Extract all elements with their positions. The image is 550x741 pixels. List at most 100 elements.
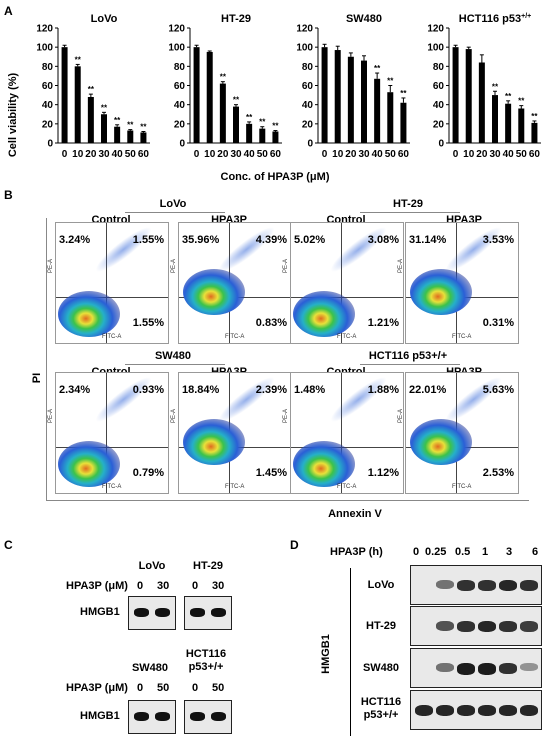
flow-plot: PE-A FITC-A 3.24% 1.55% 1.55%: [48, 221, 169, 344]
flow-group-title: SW480: [154, 350, 192, 362]
flow-plot: PE-A FITC-A 1.48% 1.88% 1.12%: [283, 371, 404, 494]
flow-plot: PE-A FITC-A 22.01% 5.63% 2.53%: [398, 371, 519, 494]
x-tick-label: 50: [125, 149, 137, 160]
c-bot-cell-1: SW480: [131, 662, 169, 674]
quadrant-ur-percent: 5.63%: [482, 384, 514, 396]
x-tick-label: 30: [358, 149, 370, 160]
event-density-cloud: [58, 441, 120, 487]
quadrant-lr-percent: 0.83%: [255, 317, 287, 329]
d-time-2: 0.25: [425, 546, 447, 558]
bar: [492, 95, 498, 143]
chart-title: SW480: [346, 13, 382, 25]
bar: [465, 49, 472, 144]
x-tick-label: 20: [476, 149, 488, 160]
y-tick-label: 40: [302, 100, 314, 111]
c-bot-blot-sw480: [128, 700, 176, 734]
quadrant-lr-percent: 2.53%: [482, 467, 514, 479]
significance-mark: **: [374, 64, 381, 73]
y-tick-label: 40: [42, 100, 54, 111]
x-tick-label: 20: [217, 149, 229, 160]
flow-group-title: HCT116 p53+/+: [368, 350, 448, 362]
panel-b-flow-plots: LoVoControlHPA3PHT-29ControlHPA3PSW480Co…: [46, 198, 529, 501]
bar: [374, 78, 381, 143]
bar: [219, 83, 226, 143]
quadrant-lr-percent: 0.31%: [482, 317, 514, 329]
bar: [61, 47, 68, 143]
d-row-label: HT-29: [366, 620, 396, 632]
bar: [478, 62, 485, 143]
significance-mark: **: [140, 123, 147, 132]
y-tick-label: 100: [427, 43, 444, 54]
panel-a-ylabel: Cell viability (%): [7, 72, 19, 157]
c-top-dose-4: 30: [212, 580, 225, 592]
chart-title: LoVo: [91, 13, 118, 25]
y-tick-label: 40: [433, 100, 445, 111]
c-bot-dose-4: 50: [212, 682, 225, 694]
quadrant-ur-percent: 1.55%: [132, 234, 164, 246]
c-top-cell-1: LoVo: [138, 560, 166, 572]
c-top-blot-ht29: [184, 596, 232, 630]
y-tick-label: 0: [47, 139, 53, 150]
c-top-dose-2: 30: [157, 580, 170, 592]
bar: [387, 92, 394, 143]
chart-title: HT-29: [221, 13, 251, 25]
y-tick-label: 20: [174, 119, 186, 130]
chart-title: HCT116 p53+/+: [459, 13, 532, 25]
quadrant-lr-percent: 1.12%: [367, 467, 399, 479]
quadrant-lr-percent: 1.55%: [132, 317, 164, 329]
significance-mark: **: [88, 85, 95, 94]
flow-plot: PE-A FITC-A 5.02% 3.08% 1.21%: [283, 221, 404, 344]
panel-d-letter: D: [290, 538, 299, 552]
quadrant-ul-percent: 1.48%: [294, 384, 326, 396]
x-tick-label: 60: [270, 149, 282, 160]
x-tick-label: 40: [503, 149, 515, 160]
y-tick-label: 80: [433, 62, 445, 73]
significance-mark: **: [233, 96, 240, 105]
bar: [259, 128, 266, 143]
significance-mark: **: [246, 113, 253, 122]
bar: [518, 108, 525, 143]
x-tick-label: 0: [453, 149, 459, 160]
panel-a-xlabel: Conc. of HPA3P (μM): [221, 171, 330, 183]
event-density-cloud: [410, 269, 472, 315]
flow-x-axis-label: FITC-A: [452, 484, 472, 490]
flow-x-axis-label: FITC-A: [225, 334, 245, 340]
bar: [101, 114, 107, 143]
d-time-4: 1: [482, 546, 489, 558]
event-density-cloud: [293, 291, 355, 337]
significance-mark: **: [114, 116, 121, 125]
c-top-treat: HPA3P (μM): [66, 580, 128, 592]
y-tick-label: 20: [433, 119, 445, 130]
quadrant-ul-percent: 2.34%: [59, 384, 91, 396]
y-tick-label: 60: [42, 81, 54, 92]
flow-x-axis-label: FITC-A: [337, 484, 357, 490]
quadrant-ul-percent: 18.84%: [182, 384, 220, 396]
c-top-protein: HMGB1: [80, 606, 120, 618]
c-bot-dose-1: 0: [137, 682, 144, 694]
event-density-cloud: [183, 419, 245, 465]
quadrant-ur-percent: 4.39%: [255, 234, 287, 246]
x-tick-label: 40: [112, 149, 124, 160]
c-bot-blot-hct116: [184, 700, 232, 734]
significance-mark: **: [272, 122, 279, 131]
quadrant-ul-percent: 31.14%: [409, 234, 447, 246]
y-tick-label: 20: [302, 119, 314, 130]
significance-mark: **: [220, 73, 227, 82]
flow-group-title: HT-29: [393, 198, 423, 210]
c-top-blot-lovo: [128, 596, 176, 630]
y-tick-label: 20: [42, 119, 54, 130]
d-time-1: 0: [413, 546, 420, 558]
x-tick-label: 50: [516, 149, 528, 160]
x-tick-label: 50: [385, 149, 397, 160]
flow-x-axis-label: FITC-A: [452, 334, 472, 340]
x-tick-label: 50: [257, 149, 269, 160]
d-blot: [410, 565, 542, 605]
quadrant-ur-percent: 3.53%: [482, 234, 514, 246]
flow-x-axis-label: FITC-A: [102, 484, 122, 490]
x-tick-label: 10: [332, 149, 344, 160]
significance-mark: **: [259, 118, 266, 127]
d-row-label: HCT116 p53+/+: [360, 696, 402, 721]
bar: [87, 97, 94, 143]
c-bot-cell-2: HCT116 p53+/+: [185, 648, 227, 673]
